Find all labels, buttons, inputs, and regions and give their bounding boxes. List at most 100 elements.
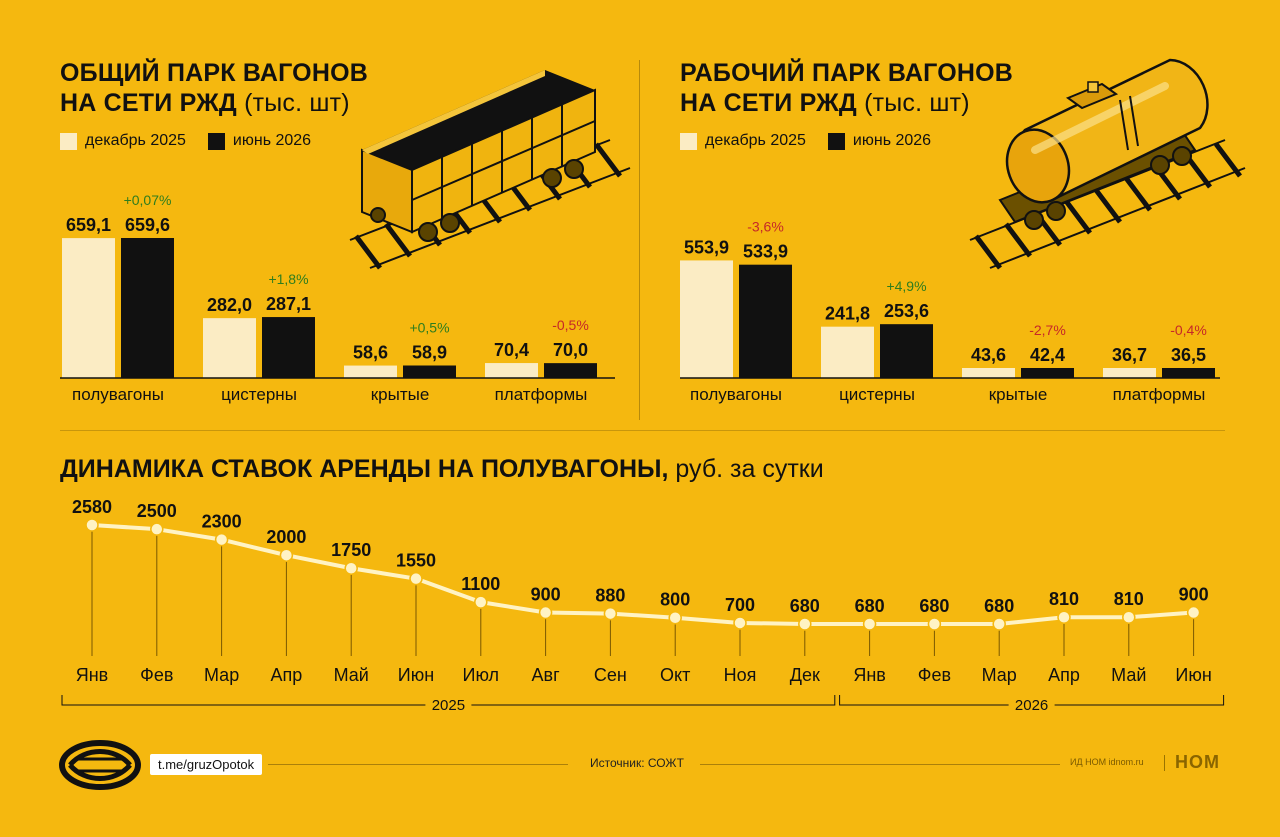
category-label: крытые [989, 385, 1048, 404]
telegram-link[interactable]: t.me/gruzOpotok [150, 754, 263, 775]
legend-swatch-dec [680, 132, 697, 150]
month-label: Мар [204, 665, 239, 685]
month-label: Ноя [724, 665, 757, 685]
bar-value-label: 42,4 [1030, 345, 1065, 365]
line-point-6 [474, 595, 488, 609]
point-value-label: 810 [1114, 589, 1144, 609]
line-point-13 [927, 617, 942, 631]
month-label: Июн [1175, 665, 1211, 685]
bar-jun-0 [739, 264, 792, 378]
point-value-label: 700 [725, 595, 755, 615]
nom-brand-logo: НОМ [1175, 752, 1220, 772]
month-label: Янв [76, 665, 109, 685]
bar-value-label: 659,6 [125, 215, 170, 235]
point-value-label: 880 [595, 586, 625, 606]
category-label: крытые [371, 385, 430, 404]
legend-item-dec: декабрь 2025 [60, 132, 186, 150]
month-label: Июн [398, 665, 434, 685]
legend-swatch-jun [207, 132, 225, 150]
bar-value-label: 253,6 [884, 301, 929, 321]
month-label: Сен [594, 665, 627, 685]
month-label: Янв [853, 665, 886, 685]
footer: t.me/gruzOpotok Источник: СОЖТ ИД НОМ id… [0, 735, 1280, 795]
change-label: +1,8% [268, 271, 308, 287]
point-value-label: 680 [855, 596, 885, 616]
change-label: +0,07% [124, 192, 172, 208]
gruzopotok-logo-icon [59, 740, 141, 790]
change-label: +4,9% [886, 278, 926, 294]
bar-value-label: 533,9 [743, 242, 788, 262]
rent-rate-line [91, 523, 1194, 626]
bar-value-label: 36,7 [1112, 345, 1147, 365]
line-point-16 [1122, 610, 1136, 624]
bar-dec-2 [344, 365, 397, 378]
bar-jun-1 [880, 324, 933, 378]
line-point-3 [279, 548, 294, 562]
year-label: 2026 [1015, 697, 1048, 714]
point-value-label: 1750 [331, 540, 371, 560]
bar-value-label: 58,9 [412, 342, 447, 362]
point-value-label: 2580 [72, 497, 112, 517]
point-value-label: 680 [984, 596, 1014, 616]
category-label: платформы [1113, 385, 1206, 404]
bar-value-label: 241,8 [825, 304, 870, 324]
tank-car-illustration [969, 58, 1246, 270]
bar-jun-3 [1162, 368, 1215, 378]
change-label: -3,6% [747, 219, 784, 235]
legend-item-dec: декабрь 2025 [680, 132, 806, 150]
month-label: Апр [1048, 665, 1080, 685]
bar-value-label: 58,6 [353, 343, 388, 363]
point-value-label: 2300 [202, 512, 242, 532]
horizontal-divider [60, 430, 1225, 431]
point-value-label: 680 [919, 596, 949, 616]
legend-total: декабрь 2025 июнь 2026 [60, 132, 333, 150]
point-value-label: 900 [1179, 585, 1209, 605]
line-point-4 [344, 561, 358, 575]
point-value-label: 2500 [137, 501, 177, 521]
point-value-label: 900 [531, 585, 561, 605]
legend-item-jun: июнь 2026 [827, 132, 931, 150]
change-label: -2,7% [1029, 322, 1066, 338]
bar-value-label: 36,5 [1171, 345, 1206, 365]
bar-dec-1 [203, 318, 256, 378]
category-label: полувагоны [72, 385, 164, 404]
point-value-label: 1100 [461, 574, 500, 594]
bar-value-label: 70,4 [494, 340, 529, 360]
line-point-1 [150, 522, 164, 536]
line-chart-title: ДИНАМИКА СТАВОК АРЕНДЫ НА ПОЛУВАГОНЫ, ру… [60, 455, 824, 483]
line-point-5 [409, 571, 423, 586]
change-label: -0,5% [552, 317, 589, 333]
bar-chart-working: 553,9 533,9 -3,6% полувагоны 241,8 253,6 +4,9%… [680, 58, 1246, 404]
bar-value-label: 659,1 [66, 215, 111, 235]
year-bracket [839, 695, 1225, 706]
bar-dec-1 [821, 326, 874, 378]
bar-dec-2 [962, 368, 1015, 378]
vertical-divider [639, 60, 640, 420]
bar-value-label: 70,0 [553, 340, 588, 360]
point-value-label: 1550 [396, 551, 436, 571]
point-value-label: 2000 [266, 527, 306, 547]
category-label: полувагоны [690, 385, 782, 404]
month-label: Авг [532, 665, 561, 685]
bar-value-label: 287,1 [266, 294, 311, 314]
legend-swatch-dec [60, 132, 77, 150]
point-value-label: 800 [660, 590, 690, 610]
line-point-2 [214, 532, 229, 547]
line-point-10 [733, 616, 747, 630]
change-label: +0,5% [409, 319, 449, 335]
month-label: Фев [140, 665, 173, 685]
month-label: Дек [790, 665, 820, 685]
month-label: Мар [982, 665, 1017, 685]
panel-working-fleet: РАБОЧИЙ ПАРК ВАГОНОВ НА СЕТИ РЖД (тыс. ш… [640, 0, 1280, 420]
publisher-divider [1164, 755, 1165, 771]
month-label: Июл [463, 665, 500, 685]
category-label: цистерны [221, 385, 297, 404]
bar-value-label: 553,9 [684, 237, 729, 257]
line-point-17 [1186, 605, 1201, 620]
bar-dec-3 [485, 363, 538, 378]
chart-title-working: РАБОЧИЙ ПАРК ВАГОНОВ НА СЕТИ РЖД (тыс. ш… [680, 59, 1014, 117]
bar-dec-3 [1103, 368, 1156, 378]
line-point-15 [1057, 610, 1071, 624]
line-point-11 [798, 617, 812, 631]
month-label: Май [1111, 665, 1146, 685]
